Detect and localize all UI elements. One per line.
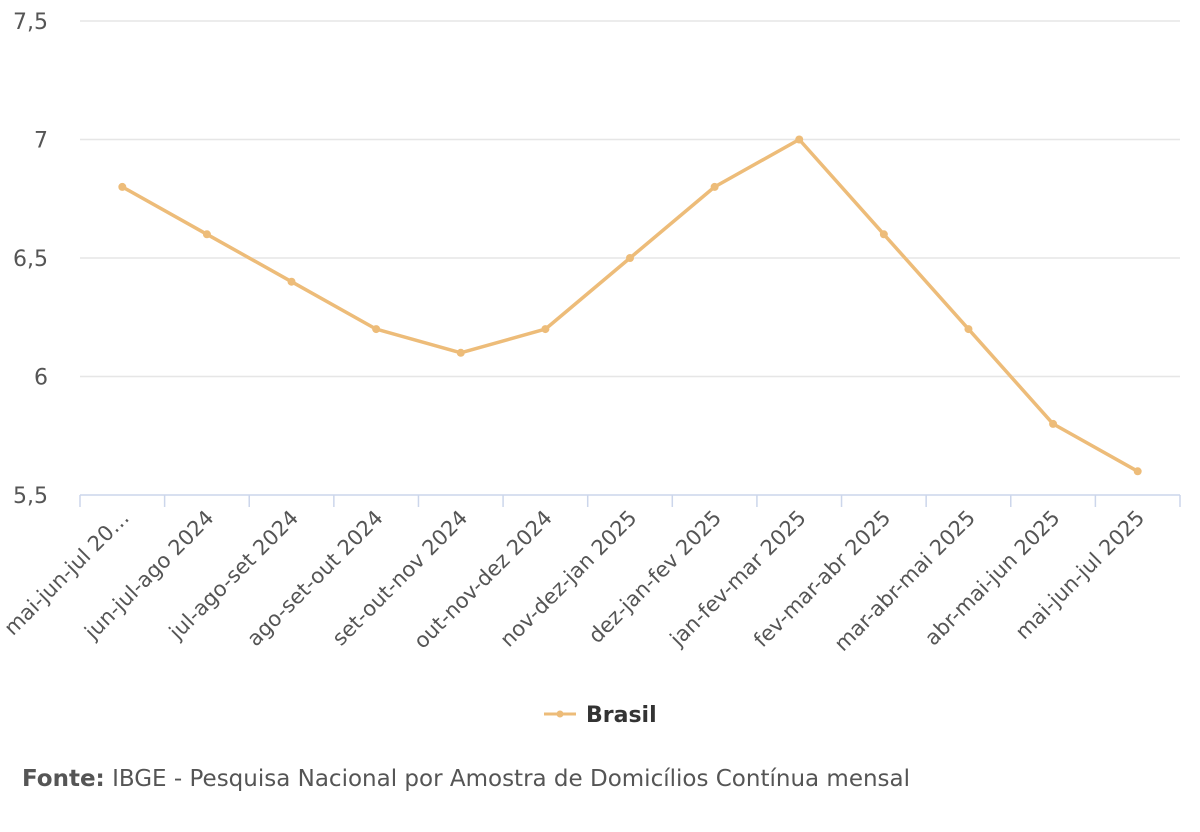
y-tick-label: 7 (34, 129, 48, 154)
data-point[interactable] (1049, 419, 1058, 428)
legend-label-brasil: Brasil (586, 703, 657, 728)
data-point[interactable] (456, 348, 465, 357)
series-line[interactable] (120, 137, 1140, 474)
x-tick-label: mar-abr-mai 2025 (830, 506, 980, 656)
x-tick-label: out-nov-dez 2024 (409, 506, 557, 654)
source-text: IBGE - Pesquisa Nacional por Amostra de … (112, 766, 911, 792)
data-point[interactable] (710, 182, 719, 191)
y-tick-label: 6,5 (13, 247, 48, 272)
data-point[interactable] (541, 325, 550, 334)
data-point[interactable] (879, 230, 888, 239)
y-tick-label: 7,5 (13, 10, 48, 35)
source-note: Fonte: IBGE - Pesquisa Nacional por Amos… (22, 766, 910, 792)
grid-lines (80, 20, 1180, 378)
y-axis-labels: 5,5 6 6,5 7 7,5 (13, 10, 48, 509)
x-axis (79, 494, 1181, 507)
legend[interactable]: Brasil (544, 703, 657, 728)
y-tick-label: 6 (34, 366, 48, 391)
data-point[interactable] (964, 325, 973, 334)
data-point[interactable] (1133, 467, 1142, 476)
data-point[interactable] (626, 254, 634, 262)
series-brasil[interactable] (118, 135, 1142, 476)
data-point[interactable] (287, 277, 296, 286)
x-axis-labels: mai-jun-jul 20…jun-jul-ago 2024jul-ago-s… (0, 506, 1149, 656)
legend-point-marker (556, 710, 564, 718)
data-point[interactable] (118, 182, 127, 191)
data-point[interactable] (202, 230, 211, 239)
data-point[interactable] (795, 135, 804, 144)
source-label: Fonte: (22, 766, 105, 792)
y-tick-label: 5,5 (13, 484, 48, 509)
data-point[interactable] (372, 325, 381, 334)
